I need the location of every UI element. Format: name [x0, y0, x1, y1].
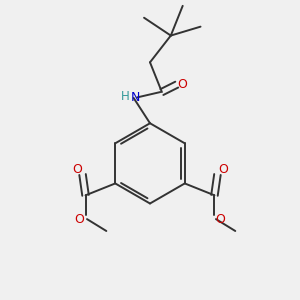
Text: O: O — [177, 78, 187, 91]
Text: O: O — [72, 163, 82, 176]
Text: N: N — [130, 92, 140, 104]
Text: O: O — [218, 163, 228, 176]
Text: O: O — [215, 214, 225, 226]
Text: O: O — [75, 214, 85, 226]
Text: H: H — [121, 90, 130, 103]
